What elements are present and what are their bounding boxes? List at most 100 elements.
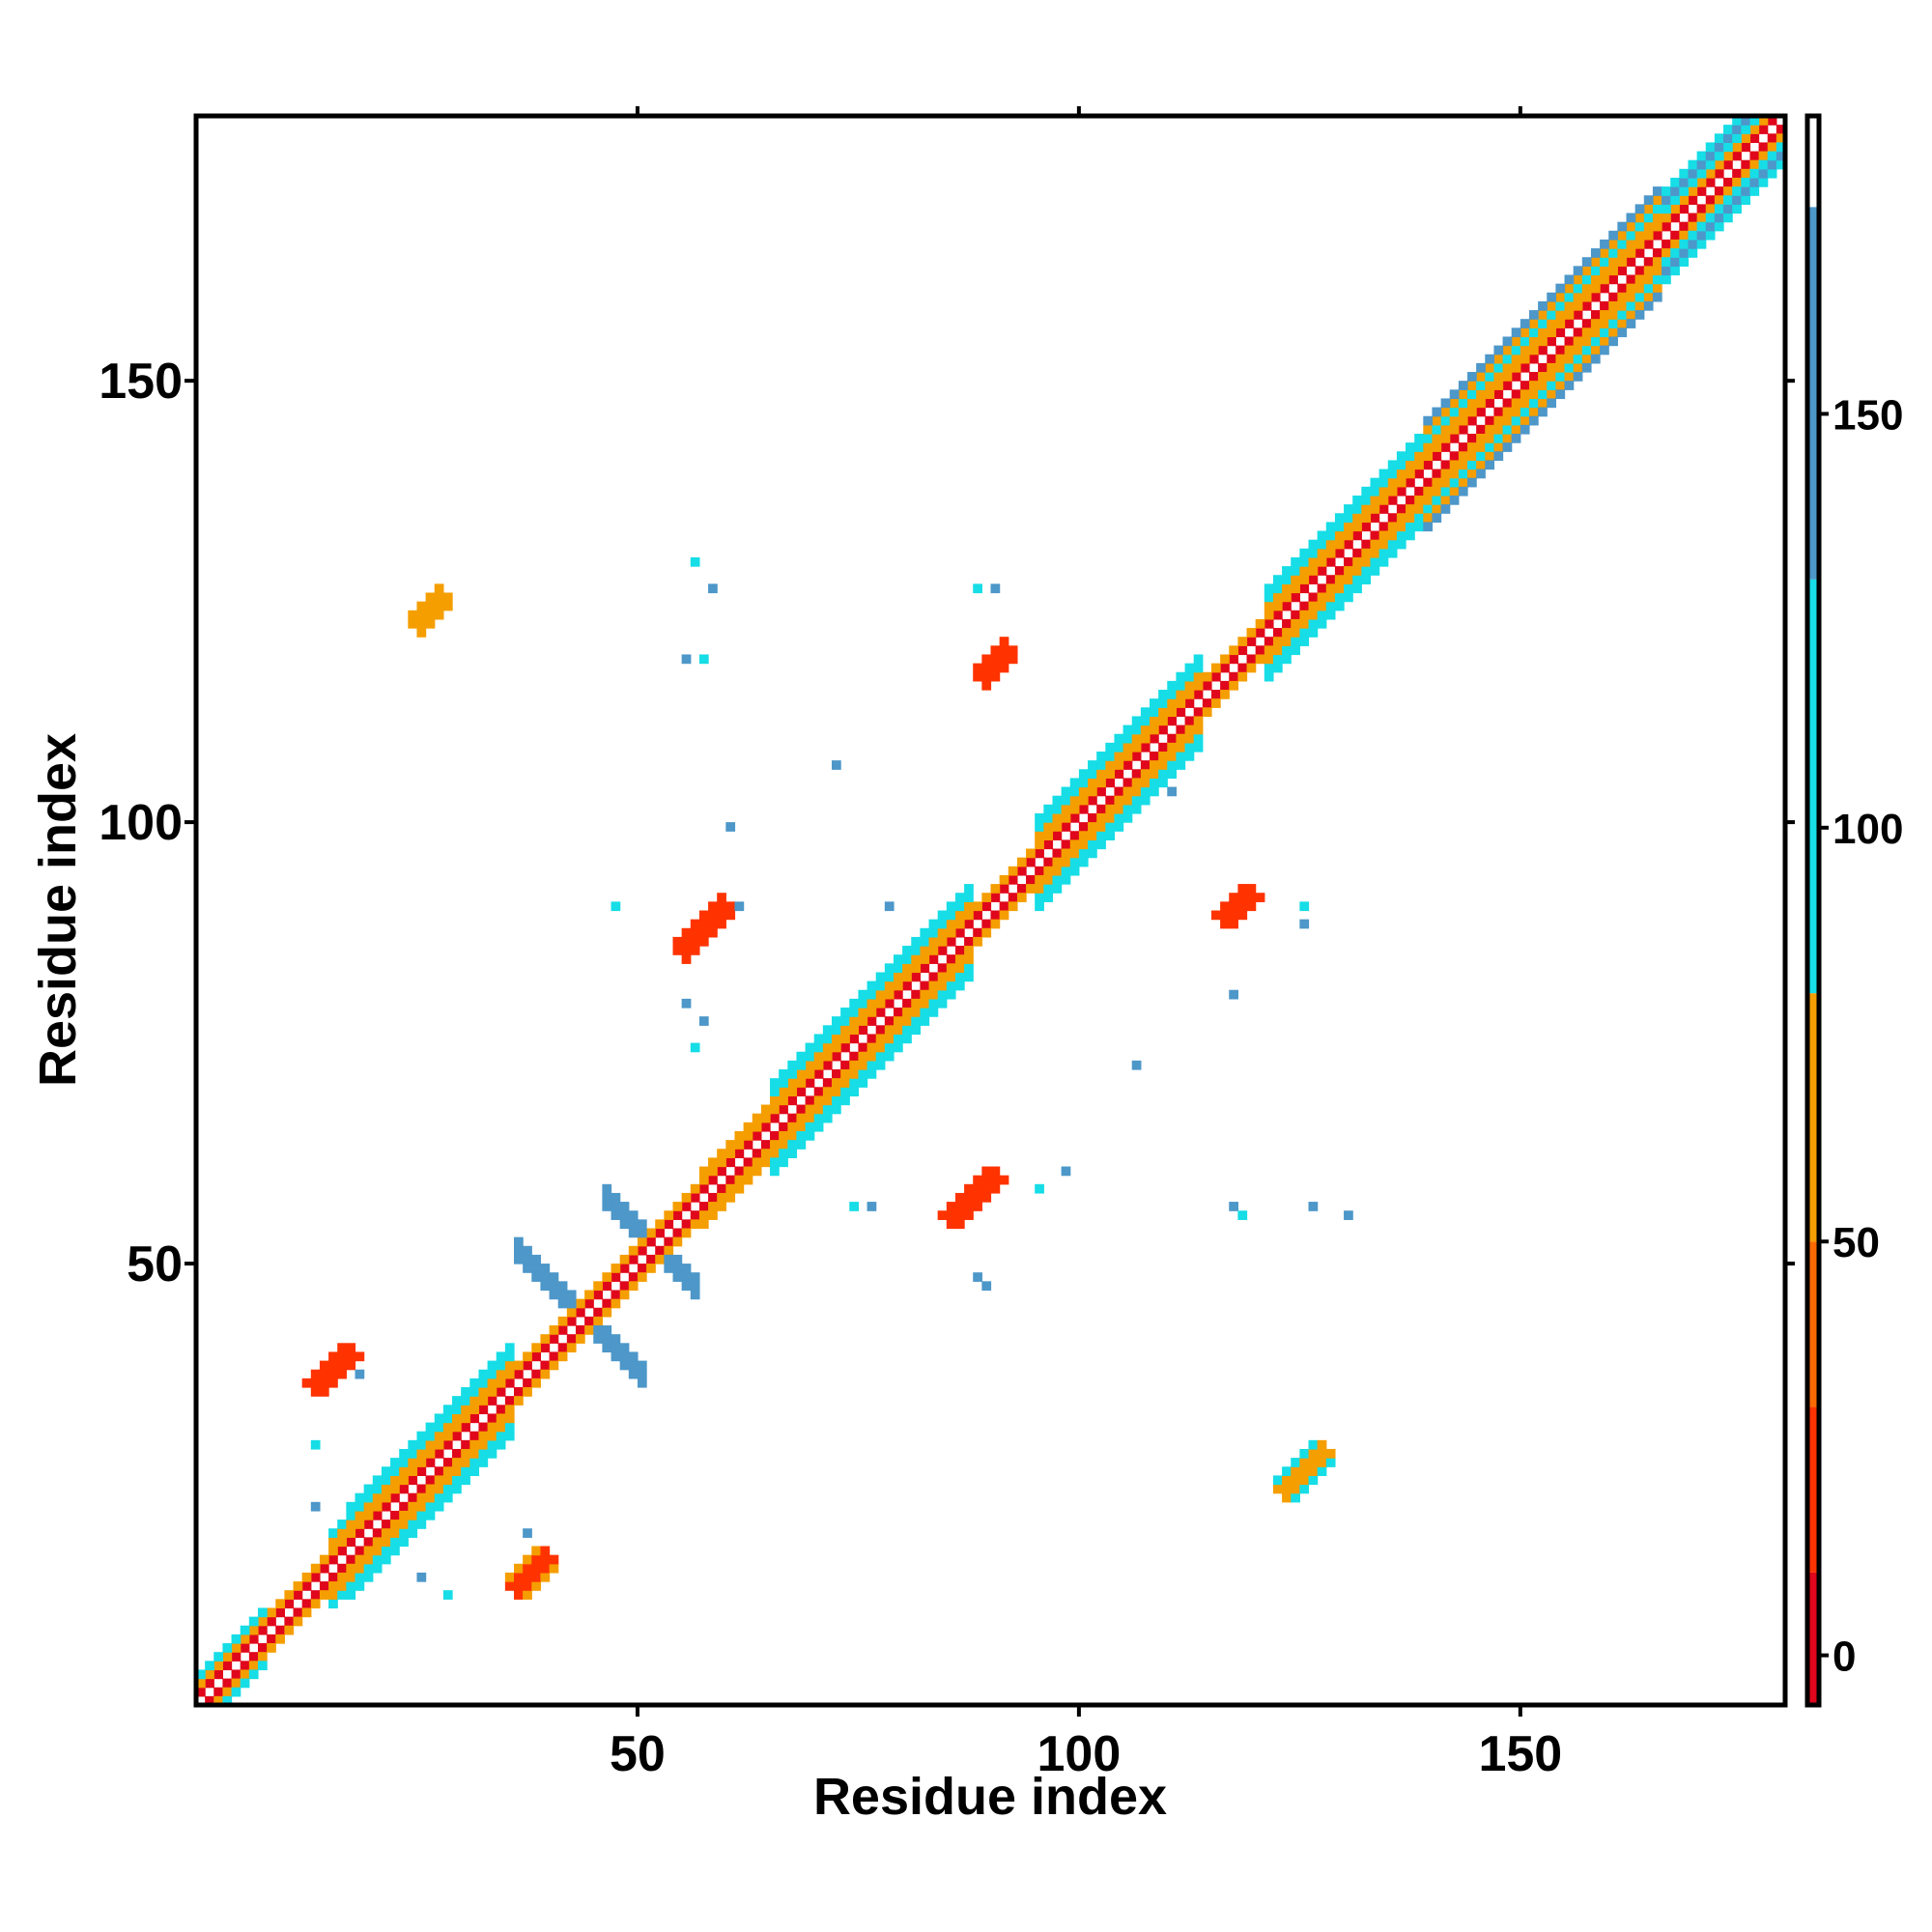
heatmap-cell: [1370, 539, 1380, 550]
heatmap-cell: [884, 1025, 895, 1036]
heatmap-cell: [708, 927, 718, 938]
heatmap-cell: [981, 654, 992, 665]
heatmap-cell: [867, 1051, 877, 1062]
heatmap-cell: [1202, 671, 1212, 682]
heatmap-cell: [964, 946, 974, 955]
heatmap-cell: [540, 1369, 551, 1379]
heatmap-cell: [461, 1475, 470, 1486]
heatmap-cell: [1670, 177, 1680, 187]
heatmap-cell: [416, 1572, 427, 1582]
heatmap-cell: [1361, 486, 1372, 497]
heatmap-cell: [523, 1554, 532, 1565]
heatmap-cell: [1061, 804, 1071, 814]
heatmap-cell: [434, 1475, 444, 1486]
heatmap-cell: [1547, 372, 1556, 382]
heatmap-cell: [698, 1219, 709, 1230]
heatmap-cell: [1387, 460, 1398, 470]
heatmap-cell: [399, 1475, 409, 1486]
heatmap-cell: [504, 1413, 515, 1424]
heatmap-cell: [310, 1501, 321, 1512]
heatmap-cell: [1396, 513, 1406, 523]
heatmap-cell: [540, 1563, 551, 1574]
heatmap-cell: [1246, 654, 1257, 665]
heatmap-cell: [469, 1431, 480, 1441]
heatmap-cell: [1555, 310, 1566, 320]
heatmap-cell: [770, 1149, 780, 1158]
heatmap-cell: [1617, 257, 1628, 267]
heatmap-cell: [328, 1581, 338, 1591]
heatmap-cell: [902, 980, 912, 991]
heatmap-cell: [999, 1175, 1009, 1185]
heatmap-cell: [1776, 142, 1786, 153]
heatmap-cell: [911, 998, 921, 1009]
heatmap-cell: [1732, 204, 1742, 214]
heatmap-cell: [1334, 513, 1345, 523]
heatmap-cell: [664, 1210, 674, 1220]
heatmap-cell: [346, 1590, 356, 1600]
heatmap-cell: [1325, 575, 1336, 584]
heatmap-cell: [469, 1387, 480, 1397]
heatmap-cell: [964, 901, 974, 912]
heatmap-cell: [1670, 266, 1680, 276]
heatmap-cell: [514, 1590, 524, 1600]
heatmap-cell: [301, 1599, 312, 1609]
x-tick-labels: 50 100 150: [610, 1726, 1562, 1782]
heatmap-cell: [1476, 469, 1486, 479]
heatmap-cell: [1626, 319, 1636, 328]
heatmap-cell: [840, 1069, 850, 1079]
heatmap-cell: [337, 1520, 347, 1529]
heatmap-cell: [1414, 513, 1424, 523]
heatmap-cell: [964, 954, 974, 964]
heatmap-cell: [442, 1484, 453, 1494]
heatmap-cell: [434, 1501, 444, 1512]
heatmap-cell: [1061, 857, 1071, 867]
heatmap-cell: [628, 1254, 639, 1264]
heatmap-cell: [1317, 601, 1327, 611]
heatmap-cell: [1282, 618, 1292, 629]
heatmap-cell: [408, 1475, 418, 1486]
heatmap-cell: [1105, 804, 1116, 814]
heatmap-cell: [1696, 239, 1707, 249]
heatmap-cell: [937, 998, 948, 1009]
heatmap-cell: [1272, 628, 1283, 638]
heatmap-cell: [1485, 362, 1495, 373]
heatmap-cell: [1670, 239, 1680, 249]
heatmap-cell: [257, 1652, 268, 1662]
heatmap-cell: [399, 1520, 409, 1529]
heatmap-cell: [1688, 230, 1698, 241]
heatmap-cell: [1414, 495, 1424, 505]
x-tick-label: 50: [610, 1726, 666, 1782]
heatmap-cell: [1052, 884, 1063, 894]
heatmap-cell: [1528, 415, 1539, 426]
heatmap-cell: [381, 1554, 391, 1565]
heatmap-cell: [867, 980, 877, 991]
heatmap-cell: [1114, 812, 1124, 823]
heatmap-cell: [1662, 257, 1671, 267]
heatmap-cell: [1723, 133, 1733, 144]
heatmap-cell: [442, 1458, 453, 1467]
heatmap-cell: [1237, 884, 1248, 894]
heatmap-cell: [902, 1025, 912, 1036]
heatmap-cell: [637, 1245, 647, 1256]
heatmap-cell: [867, 1069, 877, 1079]
heatmap-cell: [964, 1210, 974, 1220]
heatmap-cell: [1272, 592, 1283, 603]
heatmap-cell: [1432, 415, 1442, 426]
heatmap-cell: [1617, 300, 1628, 311]
heatmap-cell: [690, 1042, 700, 1053]
heatmap-cell: [1043, 831, 1054, 840]
heatmap-cell: [760, 1149, 771, 1158]
heatmap-cell: [698, 1166, 709, 1177]
heatmap-cell: [1485, 389, 1495, 400]
heatmap-cell: [893, 1034, 903, 1044]
heatmap-cell: [1476, 362, 1486, 373]
heatmap-cell: [884, 1016, 895, 1026]
heatmap-cell: [1741, 168, 1751, 179]
heatmap-cell: [205, 1678, 214, 1689]
heatmap-cell: [779, 1078, 788, 1088]
heatmap-cell: [1167, 707, 1178, 718]
heatmap-cell: [1414, 451, 1424, 462]
heatmap-cell: [205, 1695, 214, 1706]
heatmap-cell: [1308, 1439, 1319, 1450]
heatmap-cell: [1414, 486, 1424, 497]
